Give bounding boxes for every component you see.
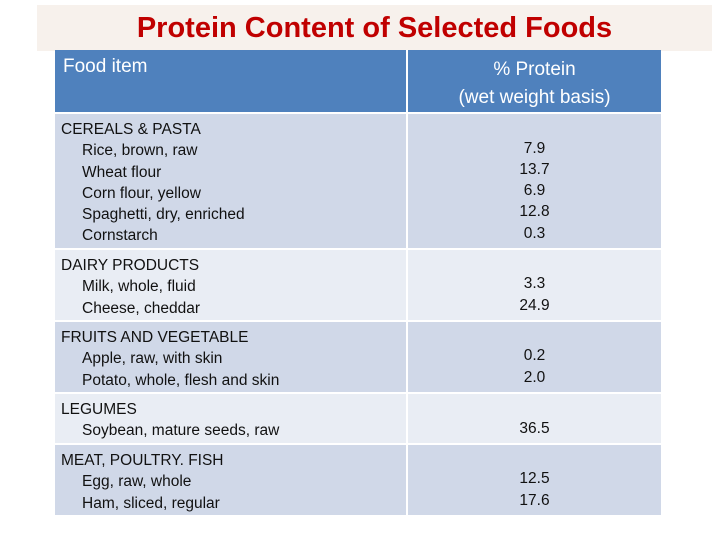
protein-table: Food item % Protein (wet weight basis) C…: [55, 50, 661, 517]
category-label: FRUITS AND VEGETABLE: [61, 329, 249, 346]
protein-value: 24.9: [519, 296, 550, 314]
protein-cell: 12.5 17.6: [406, 445, 661, 515]
food-cell: LEGUMES Soybean, mature seeds, raw: [55, 394, 406, 443]
protein-value: 7.9: [523, 139, 546, 157]
category-label: DAIRY PRODUCTS: [61, 257, 200, 274]
category-label: CEREALS & PASTA: [61, 121, 201, 138]
food-cell: MEAT, POULTRY. FISH Egg, raw, whole Ham,…: [55, 445, 406, 515]
food-item: Cornstarch: [82, 227, 158, 245]
food-item: Soybean, mature seeds, raw: [82, 422, 280, 440]
category-label: LEGUMES: [61, 401, 137, 418]
table-row: LEGUMES Soybean, mature seeds, raw 36.5: [55, 394, 661, 445]
food-cell: DAIRY PRODUCTS Milk, whole, fluid Cheese…: [55, 250, 406, 320]
protein-cell: 36.5: [406, 394, 661, 443]
food-item: Cheese, cheddar: [82, 299, 201, 317]
protein-value: 0.2: [523, 347, 546, 365]
header-protein-line2: (wet weight basis): [458, 87, 611, 108]
protein-value: 17.6: [519, 491, 550, 509]
food-item: Potato, whole, flesh and skin: [82, 371, 280, 389]
protein-cell: 3.3 24.9: [406, 250, 661, 320]
food-cell: FRUITS AND VEGETABLE Apple, raw, with sk…: [55, 322, 406, 392]
protein-value: 13.7: [519, 160, 550, 178]
food-item: Spaghetti, dry, enriched: [82, 206, 245, 224]
title-bar: Protein Content of Selected Foods: [37, 5, 712, 51]
table-row: DAIRY PRODUCTS Milk, whole, fluid Cheese…: [55, 250, 661, 322]
food-item: Rice, brown, raw: [82, 142, 198, 160]
protein-value: 3.3: [523, 275, 546, 293]
food-item: Corn flour, yellow: [82, 184, 201, 202]
food-item: Milk, whole, fluid: [82, 278, 196, 296]
food-item: Apple, raw, with skin: [82, 350, 223, 368]
protein-cell: 0.2 2.0: [406, 322, 661, 392]
table-row: MEAT, POULTRY. FISH Egg, raw, whole Ham,…: [55, 445, 661, 517]
table-row: FRUITS AND VEGETABLE Apple, raw, with sk…: [55, 322, 661, 394]
food-item: Ham, sliced, regular: [82, 494, 220, 512]
food-cell: CEREALS & PASTA Rice, brown, raw Wheat f…: [55, 114, 406, 248]
category-label: MEAT, POULTRY. FISH: [61, 452, 224, 469]
protein-value: 2.0: [523, 368, 546, 386]
header-food-item: Food item: [63, 56, 148, 77]
header-protein: % Protein (wet weight basis): [406, 50, 661, 112]
protein-value: 36.5: [519, 419, 550, 437]
protein-value: 6.9: [523, 182, 546, 200]
protein-value: 12.8: [519, 203, 550, 221]
protein-value: 12.5: [519, 470, 550, 488]
food-item: Egg, raw, whole: [82, 473, 192, 491]
header-protein-line1: % Protein: [493, 59, 576, 80]
protein-cell: 7.9 13.7 6.9 12.8 0.3: [406, 114, 661, 248]
protein-value: 0.3: [523, 224, 546, 242]
table-header: Food item % Protein (wet weight basis): [55, 50, 661, 114]
table-row: CEREALS & PASTA Rice, brown, raw Wheat f…: [55, 114, 661, 250]
page-title: Protein Content of Selected Foods: [136, 11, 613, 44]
food-item: Wheat flour: [82, 163, 162, 181]
